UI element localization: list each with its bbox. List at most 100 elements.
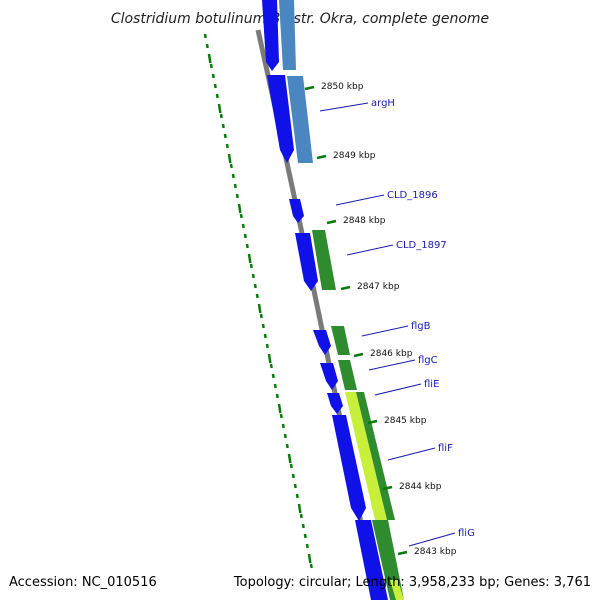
lime-feature: [345, 392, 387, 520]
forward-cds: [267, 75, 294, 163]
tick-label: 2846 kbp: [370, 349, 413, 359]
gc-dot: [265, 343, 269, 349]
gc-dot: [243, 233, 247, 239]
gene-labels: argH CLD_1896 CLD_1897 flgB flgC fliE fliF fliG: [319, 98, 475, 547]
tick-mark: [397, 550, 408, 556]
gc-dot: [301, 523, 305, 529]
gc-dot: [267, 353, 272, 364]
gc-dot: [281, 423, 285, 429]
accession-text: Accession: NC_010516: [9, 575, 157, 590]
gc-dot: [205, 43, 209, 49]
forward-cds: [295, 233, 318, 291]
gc-dot: [297, 503, 302, 514]
gc-dot: [235, 193, 239, 199]
green-feature: [312, 230, 336, 290]
tick-mark: [304, 85, 315, 91]
gc-dot: [207, 53, 212, 64]
gc-content-track: [203, 33, 313, 569]
gene-leader-line: [408, 532, 456, 547]
gc-dot: [211, 73, 215, 79]
gc-dot: [237, 203, 242, 214]
gc-dot: [275, 393, 279, 399]
gc-dot: [257, 303, 262, 314]
gene-label[interactable]: CLD_1897: [396, 240, 447, 251]
gc-dot: [249, 263, 253, 269]
gc-dot: [299, 513, 303, 519]
gc-dot: [293, 483, 297, 489]
gene-label[interactable]: flgB: [411, 321, 431, 332]
gc-dot: [269, 363, 273, 369]
gc-dot: [287, 453, 292, 464]
forward-cds: [327, 393, 343, 414]
tick-mark: [316, 154, 327, 160]
tick-label: 2848 kbp: [343, 216, 386, 226]
forward-cds: [289, 199, 304, 223]
gene-label[interactable]: fliE: [424, 379, 439, 390]
gc-dot: [231, 173, 235, 179]
gc-dot: [233, 183, 237, 189]
tick-label: 2843 kbp: [414, 547, 457, 557]
kbp-ticks: 2850 kbp 2849 kbp 2848 kbp 2847 kbp 2846 kbp…: [304, 82, 457, 557]
map-title: Clostridium botulinum B1 str. Okra, comp…: [111, 11, 489, 27]
gc-dot: [215, 93, 219, 99]
gene-leader-line: [346, 244, 394, 256]
gene-label[interactable]: CLD_1896: [387, 190, 438, 201]
tick-mark: [353, 352, 364, 358]
gene-label[interactable]: fliF: [438, 443, 453, 454]
forward-cds: [355, 520, 388, 600]
gc-dot: [239, 213, 243, 219]
gc-dot: [213, 83, 217, 89]
gc-dot: [295, 493, 299, 499]
tick-label: 2847 kbp: [357, 282, 400, 292]
gc-dot: [309, 563, 313, 569]
gc-dot: [203, 33, 207, 39]
gc-dot: [259, 313, 263, 319]
gc-dot: [307, 553, 312, 564]
gc-dot: [229, 163, 233, 169]
gc-dot: [221, 123, 225, 129]
gc-dot: [253, 283, 257, 289]
gc-dot: [227, 153, 232, 164]
gc-dot: [279, 413, 283, 419]
tick-mark: [340, 285, 351, 291]
tick-mark: [367, 419, 378, 425]
gc-dot: [217, 103, 222, 114]
lime-feature: [390, 580, 404, 600]
gene-leader-line: [335, 194, 385, 206]
gene-leader-line: [387, 447, 436, 461]
gene-label[interactable]: fliG: [458, 528, 475, 539]
tick-mark: [326, 219, 337, 225]
gene-leader-line: [361, 325, 409, 337]
gc-dot: [255, 293, 259, 299]
forward-cds: [313, 330, 331, 355]
tick-label: 2844 kbp: [399, 482, 442, 492]
gc-dot: [271, 373, 275, 379]
gene-leader-line: [374, 383, 422, 396]
gc-dot: [261, 323, 265, 329]
gc-dot: [263, 333, 267, 339]
gc-dot: [283, 433, 287, 439]
tick-mark: [382, 485, 393, 491]
gc-dot: [289, 463, 293, 469]
forward-cds: [320, 363, 338, 390]
gc-dot: [273, 383, 277, 389]
forward-cds: [332, 415, 366, 521]
gc-dot: [209, 63, 213, 69]
green-feature: [338, 360, 357, 390]
forward-cds: [262, 0, 279, 71]
genome-summary-text: Topology: circular; Length: 3,958,233 bp…: [233, 575, 591, 590]
gc-dot: [245, 243, 249, 249]
gene-leader-line: [368, 359, 416, 371]
gc-dot: [241, 223, 245, 229]
gc-dot: [303, 533, 307, 539]
tick-label: 2850 kbp: [321, 82, 364, 92]
gene-label[interactable]: argH: [371, 98, 395, 109]
gc-dot: [305, 543, 309, 549]
gene-leader-line: [319, 102, 369, 112]
gc-dot: [277, 403, 282, 414]
gc-dot: [223, 133, 227, 139]
gene-label[interactable]: flgC: [418, 355, 438, 366]
tick-label: 2849 kbp: [333, 151, 376, 161]
gc-dot: [247, 253, 252, 264]
